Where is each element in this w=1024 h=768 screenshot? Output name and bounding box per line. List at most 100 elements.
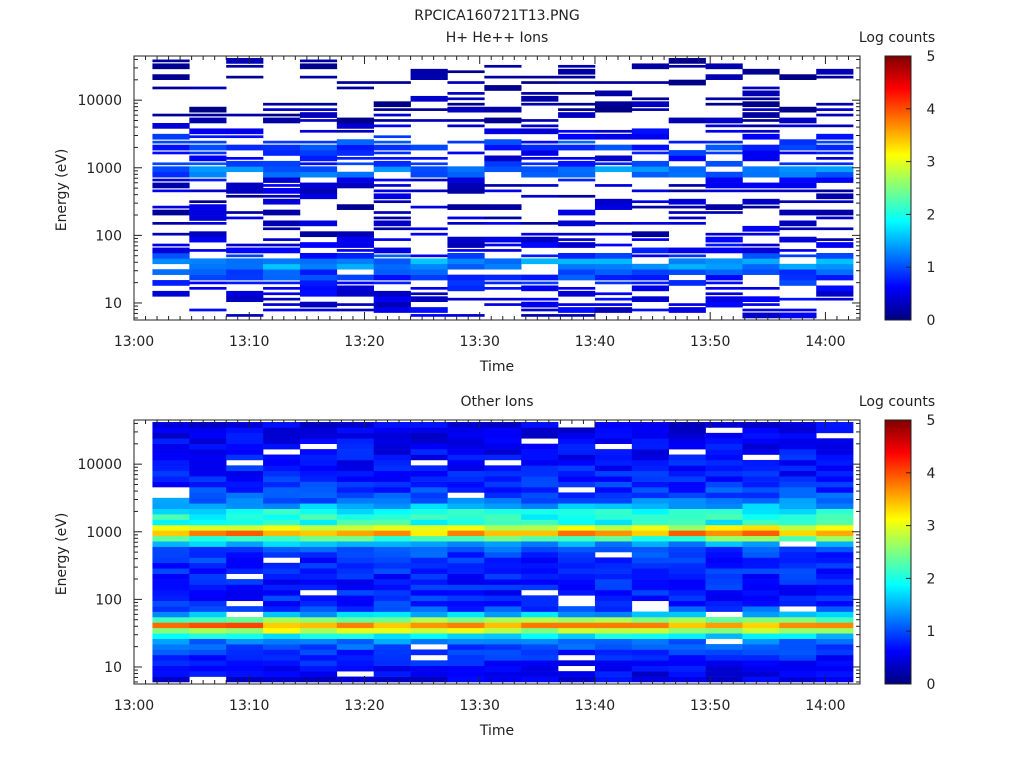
heatmap-cell (189, 113, 227, 117)
heatmap-cell (668, 584, 706, 591)
heatmap-cell (484, 497, 522, 504)
heatmap-cell (631, 649, 670, 656)
heatmap-cell (410, 263, 448, 270)
heatmap-cell (226, 113, 264, 117)
heatmap-cell (152, 649, 190, 656)
heatmap-cell (152, 144, 190, 151)
heatmap-cells (152, 422, 854, 683)
heatmap-cell (668, 589, 706, 596)
heatmap-cell (152, 476, 190, 482)
heatmap-cell (299, 454, 338, 461)
heatmap-cell (484, 589, 522, 596)
heatmap-cell (521, 274, 559, 281)
heatmap-cell (299, 568, 338, 574)
heatmap-cell (521, 124, 559, 128)
heatmap-cell (816, 541, 854, 547)
heatmap-cell (373, 595, 411, 602)
heatmap-cell (594, 252, 633, 259)
heatmap-cell (226, 579, 264, 585)
heatmap-cell (521, 140, 559, 144)
heatmap-cell (447, 584, 485, 591)
heatmap-cell (336, 470, 374, 477)
heatmap-cell (558, 314, 596, 317)
heatmap-cell (558, 557, 596, 564)
heatmap-cell (226, 557, 264, 564)
heatmap-cell (631, 160, 670, 167)
y-axis-label: Energy (eV) (54, 149, 70, 232)
heatmap-cell (558, 102, 596, 106)
heatmap-cell (521, 530, 559, 537)
heatmap-cell (152, 579, 190, 585)
heatmap-cell (742, 497, 780, 504)
heatmap-cell (189, 595, 227, 602)
heatmap-cell (189, 508, 227, 515)
heatmap-cell (816, 665, 854, 672)
heatmap-cell (373, 616, 411, 623)
y-tick-label: 10000 (77, 457, 122, 473)
heatmap-cell (447, 481, 485, 488)
heatmap-cell (189, 584, 227, 591)
heatmap-cell (299, 102, 338, 106)
heatmap-cell (816, 242, 854, 248)
heatmap-cell (816, 124, 854, 128)
heatmap-cell (299, 427, 338, 434)
heatmap-cell (779, 427, 817, 434)
heatmap-cell (631, 519, 670, 526)
heatmap-cell (742, 296, 780, 303)
heatmap-cell (189, 552, 227, 558)
heatmap-cell (705, 117, 743, 124)
heatmap-cell (226, 465, 264, 472)
heatmap-cell (705, 281, 743, 285)
heatmap-cell (779, 557, 817, 564)
heatmap-cell (558, 290, 596, 297)
heatmap-cell (336, 162, 374, 166)
heatmap-cell (152, 557, 190, 564)
heatmap-cell (779, 568, 817, 574)
heatmap-cell (189, 481, 227, 488)
heatmap-cell (521, 633, 559, 639)
heatmap-cell (521, 481, 559, 488)
heatmap-cell (521, 660, 559, 667)
heatmap-cell (336, 129, 374, 133)
heatmap-cell (410, 314, 448, 317)
heatmap-cell (558, 252, 596, 259)
heatmap-cell (484, 644, 522, 650)
heatmap-cell (189, 600, 227, 607)
heatmap-cell (705, 606, 743, 612)
heatmap-cell (336, 177, 374, 183)
heatmap-cell (263, 649, 301, 656)
heatmap-cell (152, 633, 190, 639)
heatmap-cell (484, 606, 522, 612)
heatmap-cell (594, 606, 633, 612)
heatmap-cell (226, 606, 264, 612)
heatmap-cell (816, 622, 854, 629)
heatmap-cell (742, 465, 780, 472)
heatmap-cell (816, 579, 854, 585)
heatmap-cell (410, 606, 448, 612)
heatmap-cell (521, 676, 559, 683)
heatmap-cell (779, 546, 817, 553)
heatmap-cell (779, 552, 817, 558)
heatmap-cell (594, 562, 633, 569)
heatmap-cell (447, 177, 485, 183)
heatmap-cell (226, 541, 264, 547)
heatmap-cell (189, 589, 227, 596)
heatmap-cell (668, 524, 706, 531)
heatmap-cell (594, 546, 633, 553)
heatmap-cell (558, 238, 596, 241)
heatmap-cell (263, 227, 301, 231)
heatmap-cell (742, 589, 780, 596)
heatmap-cell (299, 595, 338, 602)
heatmap-cell (447, 649, 485, 656)
heatmap-cell (705, 102, 743, 106)
heatmap-cell (336, 616, 374, 623)
heatmap-cell (742, 166, 780, 173)
heatmap-cell (410, 638, 448, 645)
heatmap-cell (189, 616, 227, 623)
heatmap-cell (447, 660, 485, 667)
heatmap-cell (447, 140, 485, 144)
heatmap-cell (631, 476, 670, 482)
heatmap-cell (189, 541, 227, 547)
heatmap-cell (263, 535, 301, 542)
heatmap-cell (631, 633, 670, 639)
